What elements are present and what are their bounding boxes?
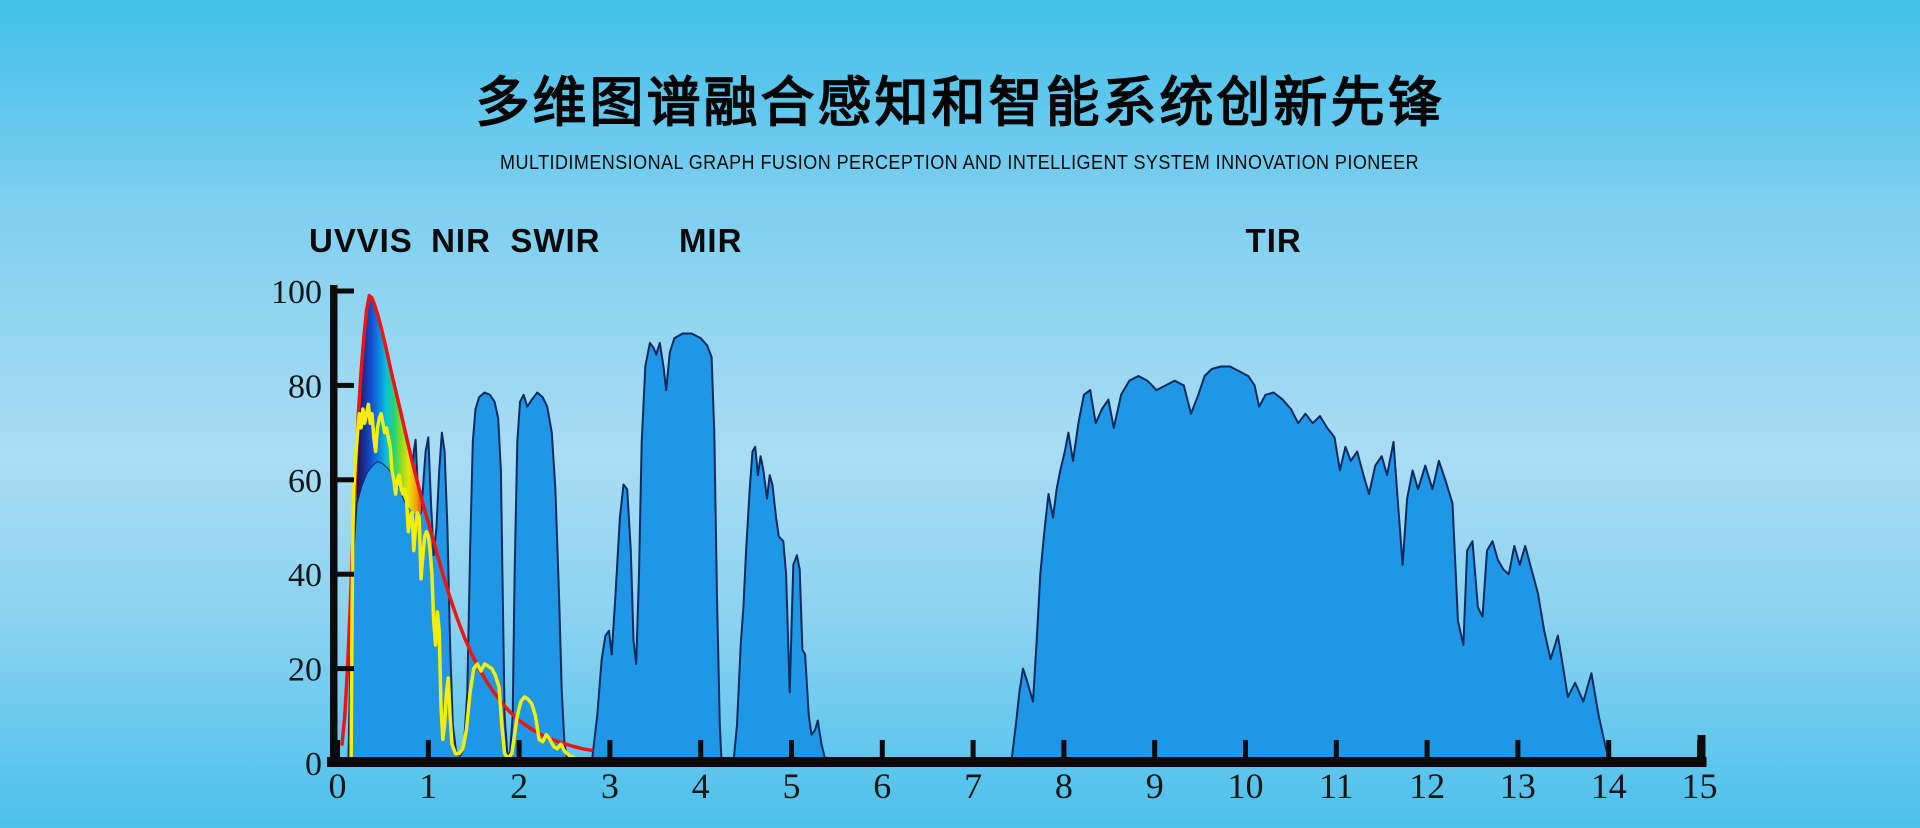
band-label-nir: NIR — [431, 222, 491, 259]
y-tick — [336, 571, 354, 577]
page-subtitle: MULTIDIMENSIONAL GRAPH FUSION PERCEPTION… — [0, 152, 1920, 175]
x-tick-label: 11 — [1319, 766, 1354, 806]
x-tick-label: 9 — [1146, 766, 1164, 806]
x-tick — [879, 740, 885, 758]
y-tick — [336, 477, 354, 483]
y-axis — [330, 285, 338, 763]
page-title: 多维图谱融合感知和智能系统创新先锋 — [475, 73, 1445, 133]
band-label-tir: TIR — [1246, 222, 1302, 259]
y-tick-label: 20 — [288, 652, 322, 689]
band-label-mir: MIR — [679, 222, 743, 259]
x-tick — [516, 740, 522, 758]
visible-spectrum-wedge — [356, 295, 421, 516]
solar-irradiance-curve — [349, 402, 578, 765]
blackbody-radiation-curve — [340, 293, 594, 753]
x-tick-label: 6 — [873, 766, 891, 806]
band-label-vis: VIS — [357, 222, 413, 259]
x-tick-label: 15 — [1682, 766, 1718, 806]
x-tick-label: 10 — [1228, 766, 1264, 806]
x-tick — [1424, 740, 1430, 758]
x-tick-label: 13 — [1500, 766, 1536, 806]
band-label-uv: UV — [309, 222, 357, 259]
x-tick-label: 3 — [601, 766, 619, 806]
x-tick — [1697, 740, 1702, 758]
x-tick-label: 7 — [964, 766, 982, 806]
x-tick-label: 5 — [783, 766, 801, 806]
x-tick-label: 0 — [329, 766, 347, 806]
x-tick-label: 1 — [419, 766, 437, 806]
y-tick — [336, 288, 354, 294]
x-tick — [1606, 740, 1612, 758]
band-label-swir: SWIR — [510, 222, 600, 259]
window-mir-3-4um — [590, 332, 723, 764]
x-tick — [789, 740, 794, 758]
y-tick-label: 0 — [305, 746, 322, 783]
x-tick — [1152, 740, 1158, 758]
y-tick-label: 100 — [271, 274, 322, 311]
x-tick-label: 14 — [1591, 766, 1627, 806]
x-tick — [1333, 740, 1339, 758]
x-tick-label: 4 — [692, 766, 710, 806]
x-tick-label: 2 — [510, 766, 528, 806]
x-tick — [970, 740, 976, 758]
x-tick — [1515, 740, 1521, 758]
window-tir-8-14um — [1010, 365, 1614, 764]
x-tick — [607, 740, 613, 758]
x-tick — [698, 740, 704, 758]
y-tick — [336, 666, 354, 672]
x-tick — [335, 740, 340, 758]
x-tick — [1061, 740, 1067, 758]
window-mir-4.5-5.4um — [732, 445, 827, 764]
y-tick — [336, 382, 354, 388]
x-tick-label: 12 — [1409, 766, 1445, 806]
x-axis — [327, 757, 1707, 767]
y-tick-label: 60 — [288, 463, 322, 500]
x-tick — [425, 740, 431, 758]
x-tick-label: 8 — [1055, 766, 1073, 806]
y-tick-label: 40 — [288, 557, 322, 594]
page-subtitle-text: MULTIDIMENSIONAL GRAPH FUSION PERCEPTION… — [500, 152, 1420, 174]
y-tick-label: 80 — [288, 368, 322, 405]
x-tick — [1243, 740, 1248, 758]
